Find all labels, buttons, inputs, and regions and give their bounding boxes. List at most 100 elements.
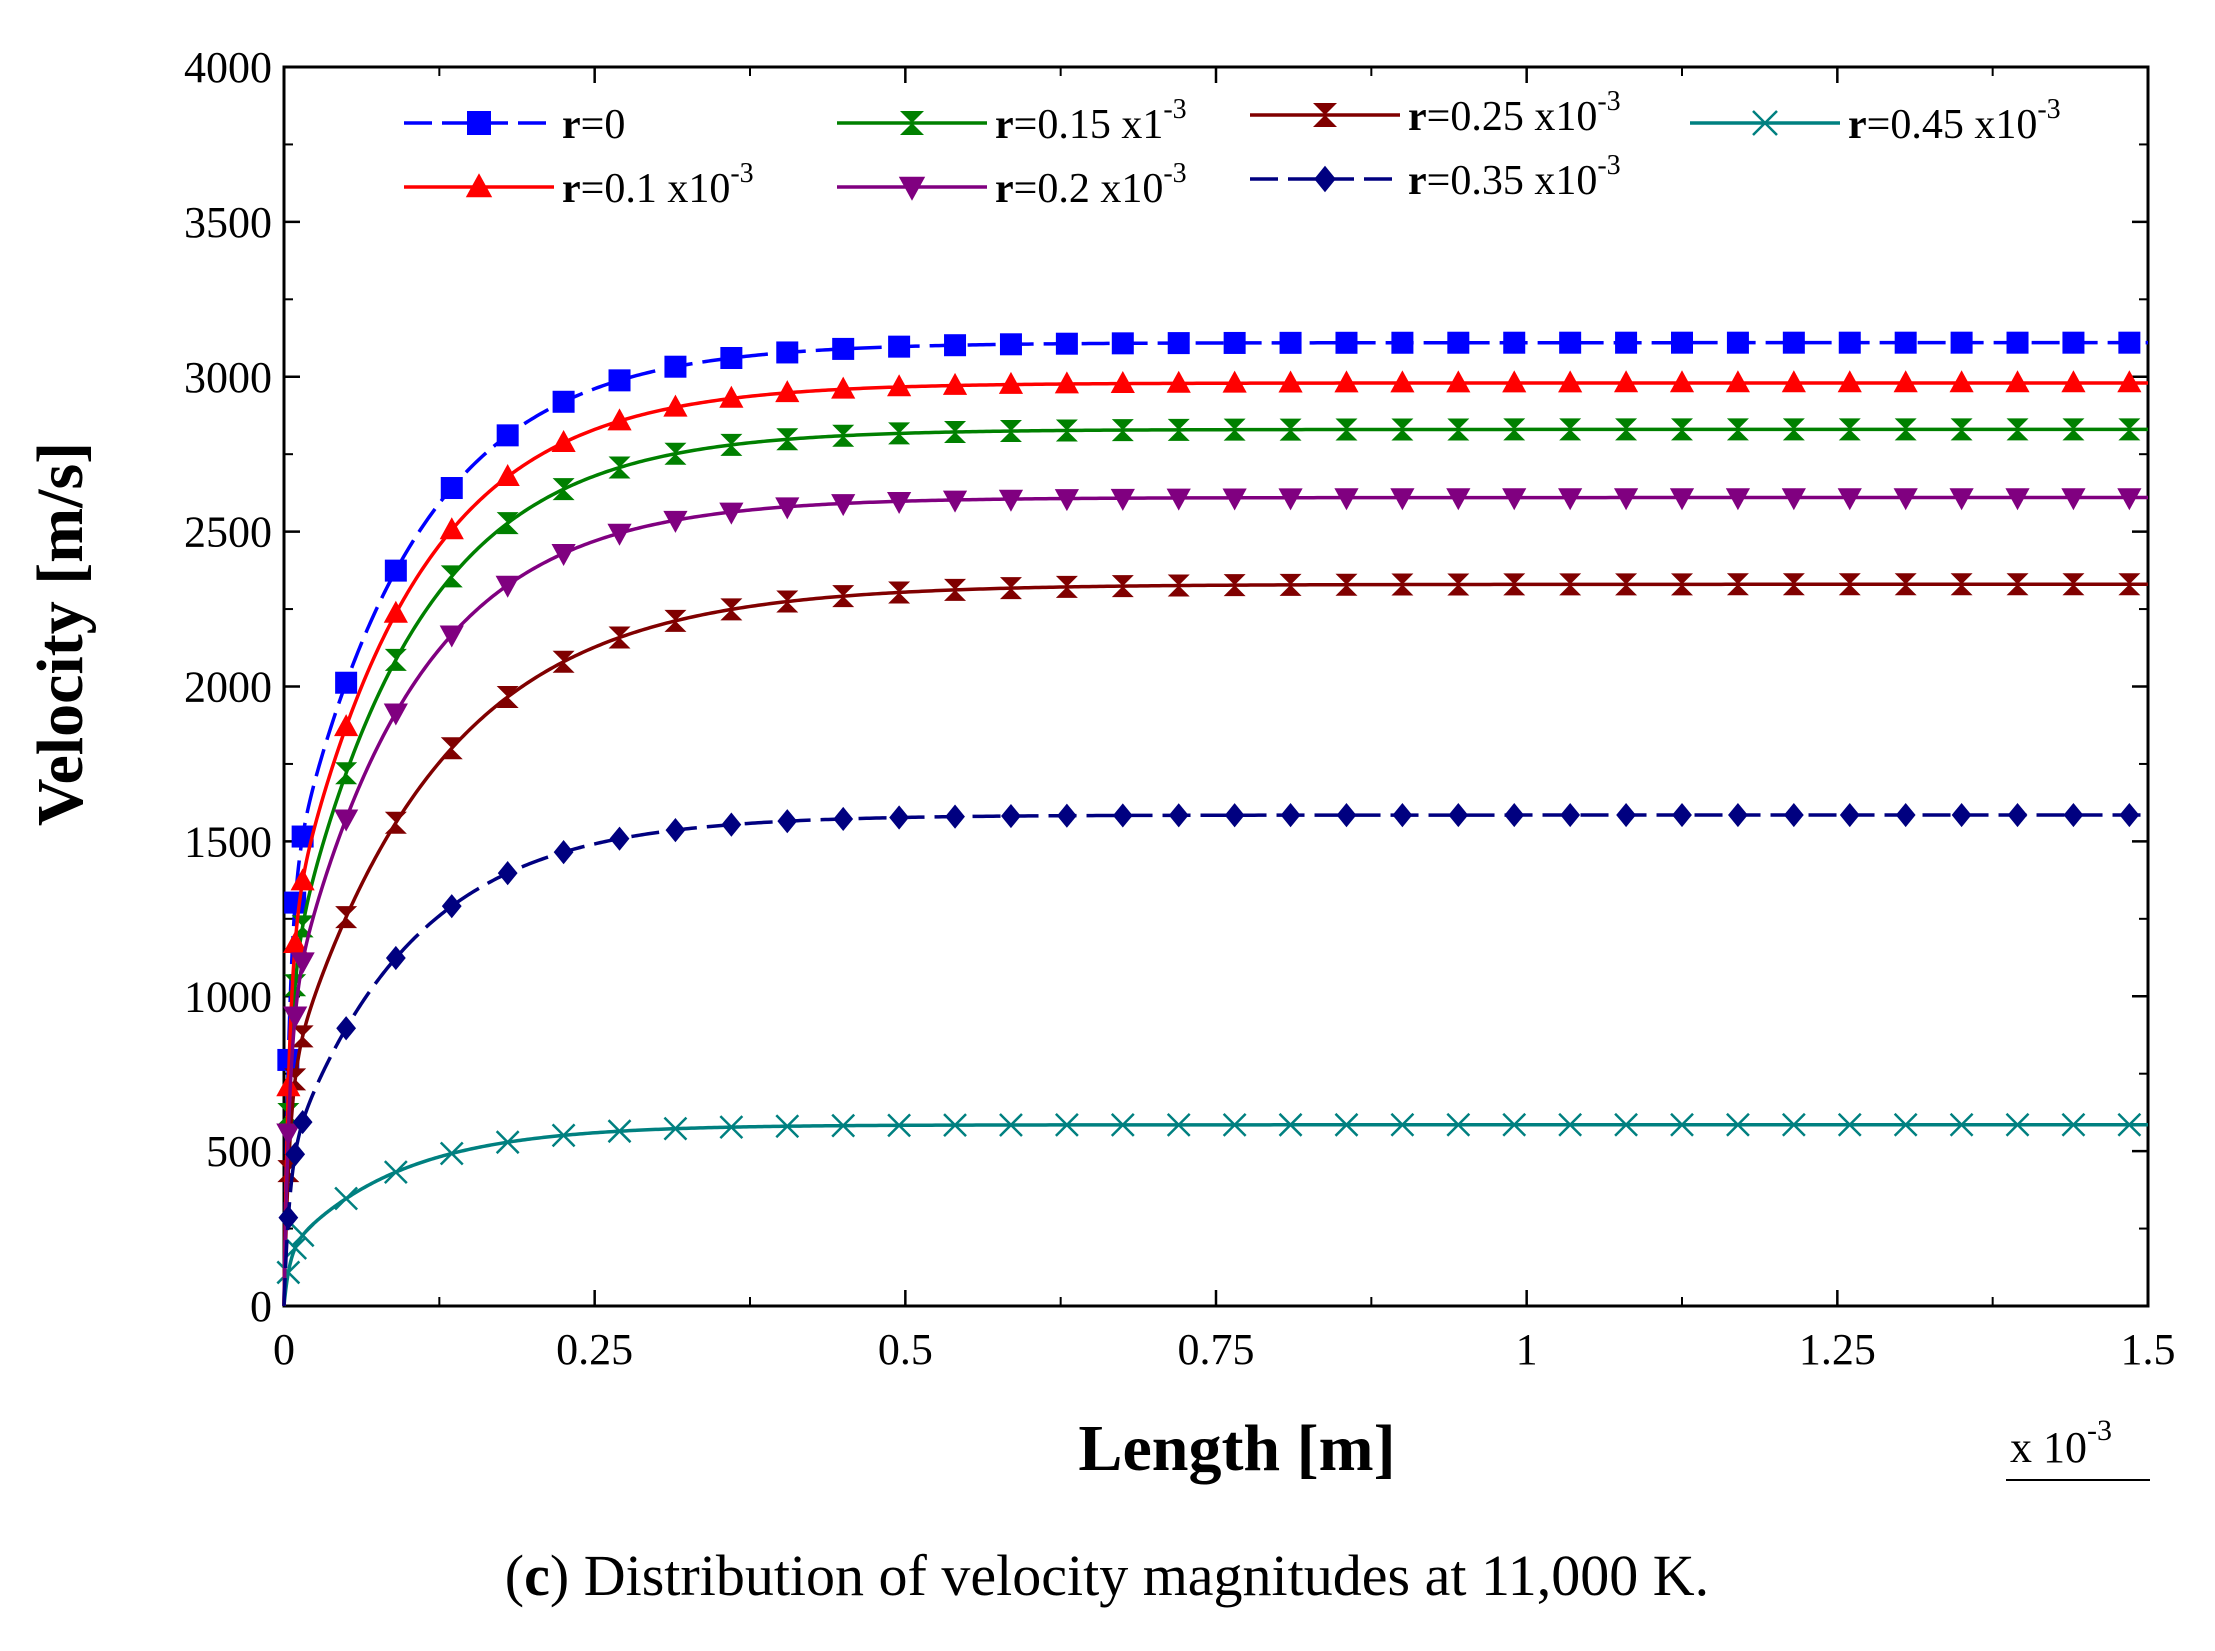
legend-marker <box>467 111 491 135</box>
data-point <box>2117 488 2142 511</box>
data-point <box>608 456 631 479</box>
axis-ticks: 0 0.25 0.5 0.75 1 1.25 1.5 0 500 1000 1500 2000 2500… <box>184 43 2176 1374</box>
data-point <box>720 598 743 621</box>
data-point <box>292 1109 313 1135</box>
legend-label: r=0.2 x10-3 <box>995 158 1187 212</box>
data-point <box>1279 418 1302 441</box>
x-tick-label: 0.75 <box>1178 1325 1255 1374</box>
data-point <box>440 565 463 588</box>
data-point <box>283 1006 308 1029</box>
data-point <box>284 891 307 914</box>
data-point <box>1672 802 1692 828</box>
data-point <box>999 333 1022 356</box>
y-tick-label: 500 <box>206 1127 272 1176</box>
data-point <box>439 517 464 540</box>
data-point <box>496 512 519 535</box>
data-point <box>2062 331 2085 354</box>
series-r-0-35-x10-3 <box>278 802 2148 1307</box>
data-point <box>291 825 314 848</box>
data-point <box>552 650 575 673</box>
data-point <box>2005 488 2030 511</box>
data-point <box>291 1025 314 1048</box>
plot-frame <box>282 65 2150 1308</box>
data-point <box>944 578 967 601</box>
data-point <box>664 355 687 378</box>
data-point <box>1893 1112 1918 1137</box>
data-point <box>1504 802 1525 828</box>
series-r-0-1-x10-3 <box>276 370 2148 1307</box>
data-point <box>775 1114 800 1139</box>
data-point <box>278 1205 299 1230</box>
data-point <box>663 510 688 533</box>
data-point <box>1781 1112 1806 1137</box>
data-point <box>290 952 315 975</box>
legend-label-sup: -3 <box>730 158 753 189</box>
data-point <box>335 906 358 929</box>
data-point <box>383 703 408 726</box>
data-point <box>1781 370 1806 393</box>
data-point <box>665 818 686 843</box>
data-point <box>496 424 519 447</box>
data-point <box>1056 803 1077 828</box>
data-point <box>1278 1112 1303 1137</box>
y-tick-label: 3500 <box>184 198 272 247</box>
legend-entry: r=0.15 x1-3 <box>837 94 1187 148</box>
legend-marker <box>1314 165 1336 193</box>
data-point <box>1502 488 1527 511</box>
data-point <box>495 463 520 486</box>
caption-letter: c <box>524 1543 550 1608</box>
data-point <box>1391 418 1414 441</box>
data-point <box>2062 418 2085 441</box>
data-point <box>1446 1112 1471 1137</box>
caption-text: Distribution of velocity magnitudes at 1… <box>569 1543 1709 1608</box>
data-point <box>1503 418 1526 441</box>
data-point <box>609 826 630 851</box>
data-point <box>942 490 968 513</box>
data-point <box>831 1113 856 1138</box>
data-point <box>1110 370 1135 393</box>
data-point <box>336 1016 357 1041</box>
data-point <box>943 1113 967 1137</box>
legend-label: r=0 <box>562 102 625 148</box>
legend-label-text: =0.15 x1 <box>1014 102 1164 148</box>
legend: r=0 r=0.15 x1-3 r=0.25 x10-3r=0.45 x10-3r=… <box>404 86 2061 212</box>
data-point <box>1725 370 1751 393</box>
data-point <box>439 625 464 648</box>
data-point <box>276 1074 301 1097</box>
data-point <box>335 762 358 785</box>
data-point <box>383 600 408 623</box>
data-point <box>1893 370 1918 393</box>
data-point <box>551 1123 576 1148</box>
caption-open-paren: ( <box>505 1543 524 1608</box>
data-point <box>440 737 463 760</box>
data-point <box>1725 488 1751 511</box>
data-point <box>1726 573 1749 596</box>
series-line <box>282 1123 2148 1307</box>
data-point <box>607 1119 632 1144</box>
data-point <box>1670 1112 1694 1137</box>
data-point <box>1615 418 1638 441</box>
x-tick-label: 0.25 <box>556 1325 633 1374</box>
data-point <box>334 714 359 737</box>
data-point <box>1613 488 1639 511</box>
data-point <box>385 945 406 971</box>
data-point <box>1782 418 1805 441</box>
data-point <box>1112 803 1133 828</box>
y-tick-label: 1500 <box>184 817 272 866</box>
data-point <box>719 1115 744 1140</box>
data-point <box>497 861 518 886</box>
data-point <box>1055 332 1078 355</box>
data-point <box>1782 331 1805 354</box>
data-point <box>1334 370 1359 393</box>
y-tick-label: 0 <box>250 1282 272 1331</box>
data-point <box>999 577 1022 600</box>
legend-label-text: =0 <box>581 102 626 148</box>
y-tick-label: 4000 <box>184 43 272 92</box>
data-point <box>1895 802 1916 828</box>
figure-caption: (c) Distribution of velocity magnitudes … <box>505 1543 1709 1608</box>
data-point <box>721 812 742 837</box>
series-r-0-25-x10-3 <box>277 573 2148 1307</box>
data-point <box>1110 488 1135 511</box>
multiplier-base: x 10 <box>2010 1423 2087 1472</box>
legend-label-text: =0.35 x10 <box>1427 158 1598 204</box>
